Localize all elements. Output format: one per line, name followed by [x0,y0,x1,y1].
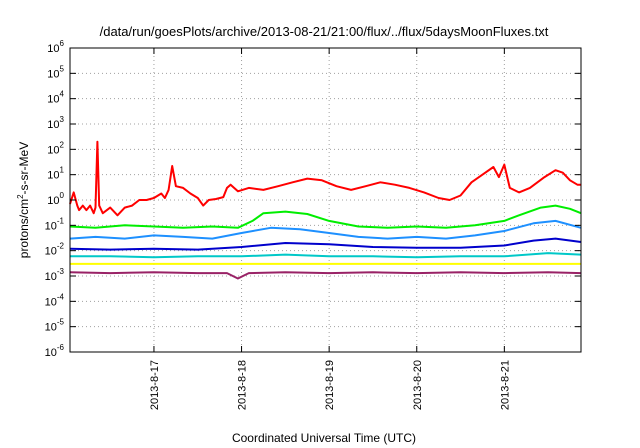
y-tick-label: 10-2 [45,242,65,258]
y-tick-label: 103 [47,115,64,131]
y-tick-labels: 10-6 10-5 10-4 10-3 10-2 10-1 100 101 102 103 104 1… [45,39,65,359]
x-tick-label: 2013-8-21 [499,360,511,410]
y-tick-label: 101 [47,166,64,182]
y-tick-label: 104 [47,90,64,106]
y-tick-label: 10-1 [45,216,65,232]
x-tick-label: 2013-8-20 [412,360,424,410]
y-tick-label: 105 [47,64,64,80]
chart-title: /data/run/goesPlots/archive/2013-08-21/2… [100,24,549,39]
x-tick-labels: 2013-8-17 2013-8-18 2013-8-19 2013-8-20 2013… [149,360,511,410]
grid [70,48,581,352]
series-line-1 [69,140,581,217]
series-line-4 [69,237,582,251]
y-tick-label: 10-3 [45,267,65,283]
y-tick-label: 102 [47,140,64,156]
series-line-2 [69,204,582,229]
x-tick-label: 2013-8-19 [324,360,336,410]
tick-marks [70,47,581,353]
x-tick-label: 2013-8-17 [149,360,161,410]
series-line-7 [69,271,582,280]
y-tick-label: 100 [47,191,64,207]
y-axis-label: protons/cm2-s-sr-MeV [16,142,31,258]
x-tick-label: 2013-8-18 [237,360,249,410]
y-tick-label: 10-6 [45,343,65,359]
series-line-3 [69,219,582,240]
series-layer [69,140,582,280]
y-tick-label: 10-4 [45,292,65,308]
y-tick-label: 10-5 [45,318,65,334]
x-axis-label: Coordinated Universal Time (UTC) [232,431,416,445]
series-line-5 [70,252,582,259]
y-tick-label: 106 [47,39,64,55]
